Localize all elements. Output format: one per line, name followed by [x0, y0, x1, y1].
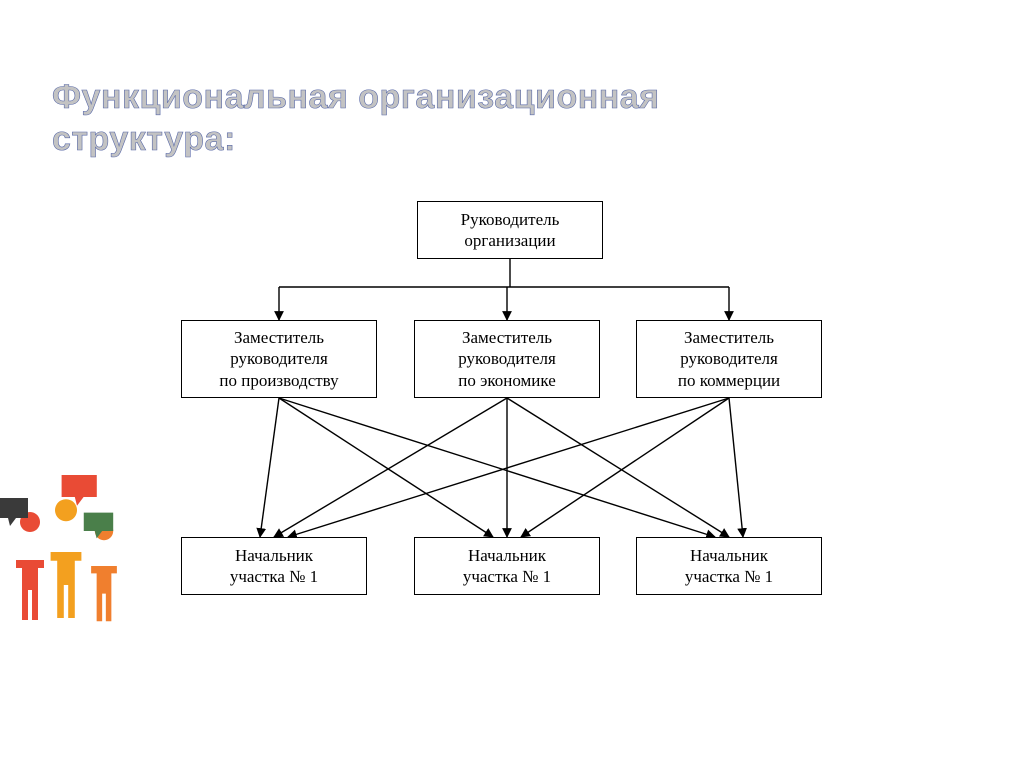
org-node-line: руководителя — [230, 348, 328, 369]
org-node-line: Начальник — [235, 545, 313, 566]
org-node-line: участка № 1 — [463, 566, 551, 587]
org-node-line: Руководитель — [461, 209, 560, 230]
org-node-line: руководителя — [680, 348, 778, 369]
org-node-line: руководителя — [458, 348, 556, 369]
org-node-line: Заместитель — [684, 327, 774, 348]
org-node-line: Заместитель — [462, 327, 552, 348]
org-node-dep3: Заместительруководителяпо коммерции — [636, 320, 822, 398]
org-node-root: Руководительорганизации — [417, 201, 603, 259]
org-node-line: участка № 1 — [685, 566, 773, 587]
org-node-line: Начальник — [690, 545, 768, 566]
org-node-line: организации — [464, 230, 555, 251]
org-node-dep2: Заместительруководителяпо экономике — [414, 320, 600, 398]
slide-title-line1-outline: Функциональная организационная — [52, 78, 660, 117]
org-node-line: по производству — [219, 370, 338, 391]
org-node-sec1: Начальникучастка № 1 — [181, 537, 367, 595]
people-decoration — [0, 430, 180, 660]
org-node-line: Заместитель — [234, 327, 324, 348]
slide-title-line2-outline: структура: — [52, 120, 236, 159]
org-node-sec2: Начальникучастка № 1 — [414, 537, 600, 595]
org-node-line: по экономике — [458, 370, 556, 391]
org-node-sec3: Начальникучастка № 1 — [636, 537, 822, 595]
org-node-dep1: Заместительруководителяпо производству — [181, 320, 377, 398]
org-node-line: по коммерции — [678, 370, 780, 391]
org-node-line: Начальник — [468, 545, 546, 566]
org-node-line: участка № 1 — [230, 566, 318, 587]
